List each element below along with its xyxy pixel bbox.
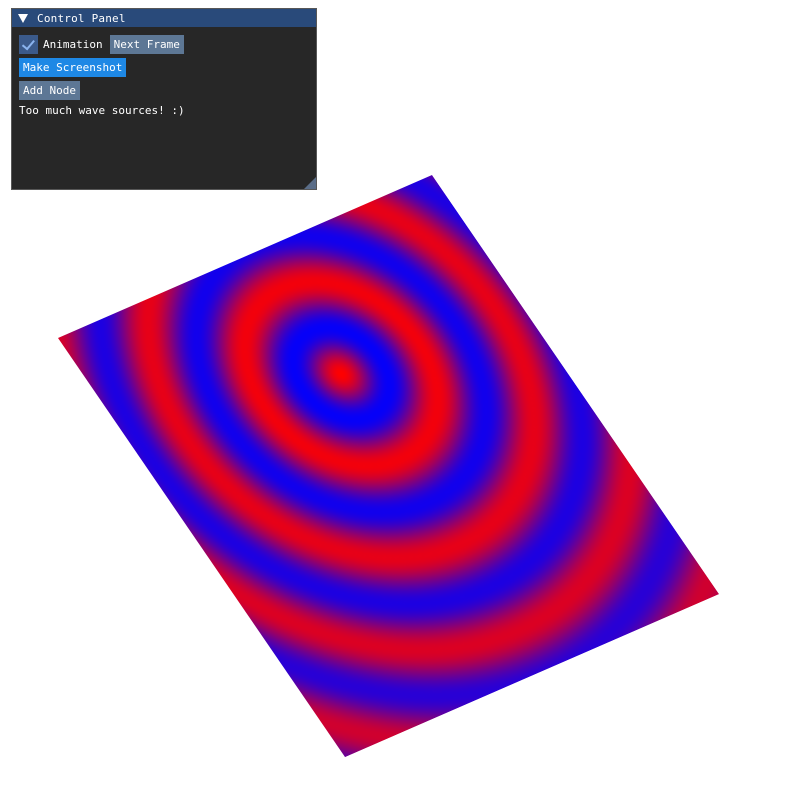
resize-grip-icon[interactable]: [304, 177, 316, 189]
wave-plane: [58, 175, 719, 757]
animation-checkbox[interactable]: [19, 35, 38, 54]
make-screenshot-button[interactable]: Make Screenshot: [19, 58, 127, 77]
add-node-row: Add Node: [19, 81, 309, 100]
control-panel-window[interactable]: Control Panel Animation Next Frame Make …: [11, 8, 317, 190]
panel-body: Animation Next Frame Make Screenshot Add…: [12, 27, 316, 125]
animation-label: Animation: [43, 38, 103, 51]
animation-row: Animation Next Frame: [19, 35, 309, 54]
add-node-button[interactable]: Add Node: [19, 81, 80, 100]
next-frame-button[interactable]: Next Frame: [109, 35, 184, 54]
collapse-triangle-icon[interactable]: [18, 13, 28, 23]
panel-title: Control Panel: [37, 11, 126, 25]
status-message: Too much wave sources! :): [19, 104, 185, 117]
screenshot-row: Make Screenshot: [19, 58, 309, 77]
checkmark-icon: [21, 36, 35, 50]
panel-titlebar[interactable]: Control Panel: [12, 9, 316, 27]
